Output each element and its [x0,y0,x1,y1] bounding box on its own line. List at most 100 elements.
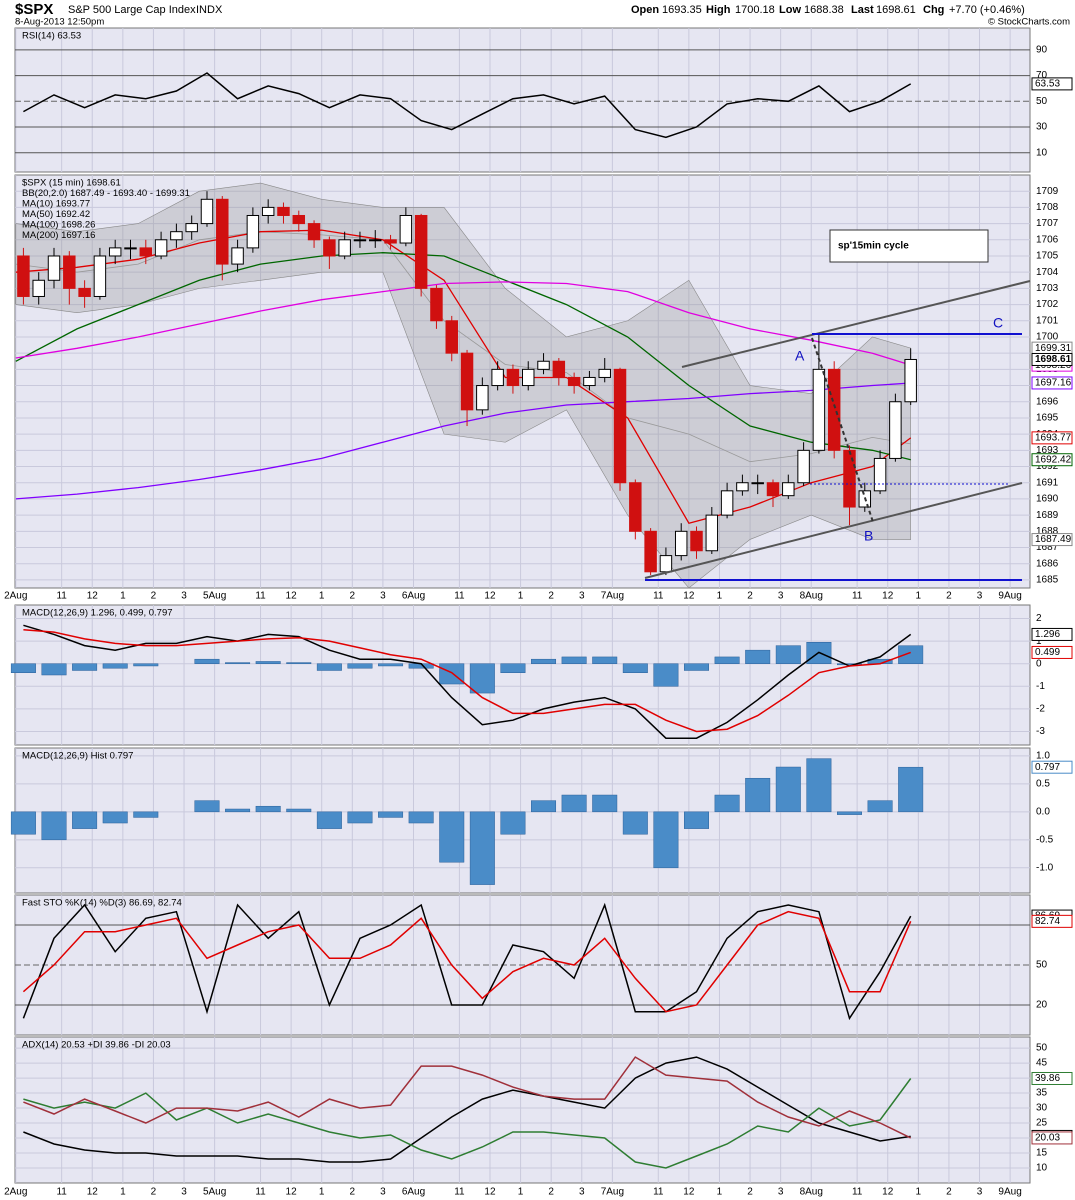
candle-body [261,206,275,216]
candle-body [17,255,30,297]
x-tick-label: 1 [518,591,524,602]
histogram-bar [102,811,128,824]
indicator-line [23,624,912,739]
chg-value: +7.70 (+0.46%) [949,4,1025,16]
x-tick-label: 2Aug [4,1187,27,1198]
macd-histogram-bar [316,663,342,671]
macd-histogram-bar [194,658,220,664]
x-tick-label: 2 [946,591,952,602]
candle-body [889,401,902,459]
x-tick-label: 5Aug [203,1187,226,1198]
symbol: $SPX [15,1,53,18]
indicator-line [23,1056,911,1163]
histogram-bar [408,811,434,824]
channel-lower [644,482,1023,579]
x-tick-label: 11 [56,1187,67,1198]
candle-body [246,214,260,249]
macd-histogram-bar [836,663,862,666]
x-tick-label: 1 [916,591,922,602]
histogram-bar [133,811,159,818]
candle-body [690,530,703,552]
histogram-bar [745,777,771,813]
y-tick-label: 1687 [1036,542,1059,553]
value-badge [1031,533,1073,547]
y-tick-label: 50 [1036,960,1048,971]
exchange: INDX [196,4,223,16]
value-badge [1031,1071,1073,1085]
histogram-bar [653,811,679,869]
x-tick-label: 7Aug [601,1187,624,1198]
candle-body [307,223,321,241]
macd-histogram-bar [102,663,128,669]
y-tick-label: 1704 [1036,267,1059,278]
y-tick-label: 1693 [1036,445,1059,456]
y-tick-label: 1708 [1036,202,1059,213]
candle-body [460,352,474,411]
x-tick-label: 11 [255,591,266,602]
macd-histogram-bar [286,662,312,664]
x-tick-label: 2 [151,1187,157,1198]
macd-histogram-bar [347,663,373,669]
histogram-bar [500,811,526,835]
low-value: 1688.38 [804,4,844,16]
candle-body [506,368,520,387]
x-tick-label: 12 [286,591,298,602]
macd-histogram-bar [72,663,98,671]
decline-line [811,337,874,523]
value-badge [1031,376,1073,390]
candle-body [32,279,45,297]
wave-label: A [795,348,805,364]
value-badge-label: 1698.61 [1035,354,1072,365]
x-tick-label: 1 [717,1187,723,1198]
macd-histogram-bar [592,656,618,664]
candle-body [216,198,229,265]
indicator-line [23,1056,912,1139]
histogram-bar [684,811,709,829]
indicator-line [22,910,912,1013]
x-tick-label: 3 [778,1187,784,1198]
macd-histogram-bar [622,663,648,673]
panel-background [14,604,1031,746]
x-tick-label: 1 [717,591,723,602]
x-tick-label: 12 [87,1187,99,1198]
candle-body [827,368,841,451]
value-badge [1031,914,1073,928]
x-tick-label: 1 [120,1187,126,1198]
header: $SPX S&P 500 Large Cap Index INDX 8-Aug-… [15,1,1070,28]
moving-average [15,382,911,500]
value-badge-label: 1.296 [1035,629,1060,640]
y-tick-label: 1685 [1036,575,1059,586]
histogram-bar [10,811,36,835]
y-tick-label: 1705 [1036,251,1059,262]
x-tick-label: 1 [518,1187,524,1198]
candle-body [185,223,198,233]
y-tick-label: 1707 [1036,218,1059,229]
candle-body [93,255,107,297]
panel-background [14,1036,1031,1184]
x-tick-label: 11 [653,1187,664,1198]
candle-body [797,449,810,484]
moving-average [15,281,911,366]
candle-body [124,247,137,250]
value-badge-label: 1692.42 [1035,454,1072,465]
open-value: 1693.35 [662,4,702,16]
candle-body [567,376,581,387]
y-tick-label: 25 [1036,1118,1048,1129]
x-tick-label: 11 [56,591,67,602]
y-tick-label: 1686 [1036,558,1059,569]
histogram-bar [316,811,342,829]
y-tick-label: 1703 [1036,283,1059,294]
y-tick-label: 50 [1036,96,1048,107]
x-tick-label: 7Aug [601,591,624,602]
y-tick-label: 70 [1036,70,1048,81]
value-badge-label: 1687.49 [1035,534,1072,545]
x-tick-label: 11 [852,591,863,602]
indicator-line [23,72,912,139]
x-tick-label: 11 [653,591,664,602]
x-tick-label: 9Aug [998,1187,1021,1198]
candle-body [552,360,566,378]
x-tick-label: 3 [579,1187,585,1198]
candle-body [353,239,367,242]
y-tick-label: 30 [1036,122,1048,133]
